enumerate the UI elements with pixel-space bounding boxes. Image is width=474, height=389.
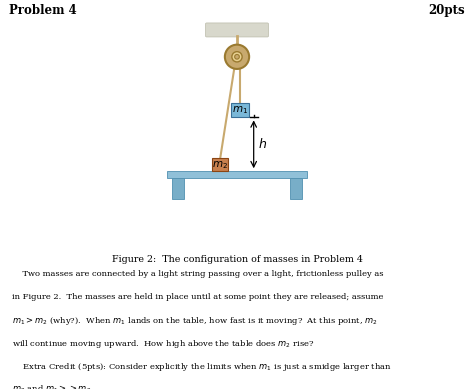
Bar — [290, 178, 302, 199]
Circle shape — [235, 54, 239, 59]
Circle shape — [232, 52, 242, 62]
Text: $m_1$: $m_1$ — [232, 104, 248, 116]
Text: $m_2$: $m_2$ — [212, 159, 228, 171]
Circle shape — [225, 45, 249, 69]
Text: Two masses are connected by a light string passing over a light, frictionless pu: Two masses are connected by a light stri… — [12, 270, 383, 279]
Text: $m_2$ and $m_1 >> m_2$.: $m_2$ and $m_1 >> m_2$. — [12, 383, 94, 389]
FancyBboxPatch shape — [206, 23, 268, 37]
Text: Problem 4: Problem 4 — [9, 4, 77, 17]
Bar — [212, 158, 228, 171]
Text: Figure 2:  The configuration of masses in Problem 4: Figure 2: The configuration of masses in… — [111, 255, 363, 264]
Text: Extra Credit (5pts): Consider explicitly the limits when $m_1$ is just a smidge : Extra Credit (5pts): Consider explicitly… — [12, 361, 392, 373]
Text: will continue moving upward.  How high above the table does $m_2$ rise?: will continue moving upward. How high ab… — [12, 338, 314, 350]
Text: 20pts: 20pts — [428, 4, 465, 17]
Bar — [231, 103, 248, 117]
Text: $h$: $h$ — [258, 137, 267, 151]
Bar — [172, 178, 184, 199]
Bar — [167, 171, 307, 178]
Text: in Figure 2.  The masses are held in place until at some point they are released: in Figure 2. The masses are held in plac… — [12, 293, 383, 301]
Text: $m_1 > m_2$ (why?).  When $m_1$ lands on the table, how fast is it moving?  At t: $m_1 > m_2$ (why?). When $m_1$ lands on … — [12, 315, 378, 328]
